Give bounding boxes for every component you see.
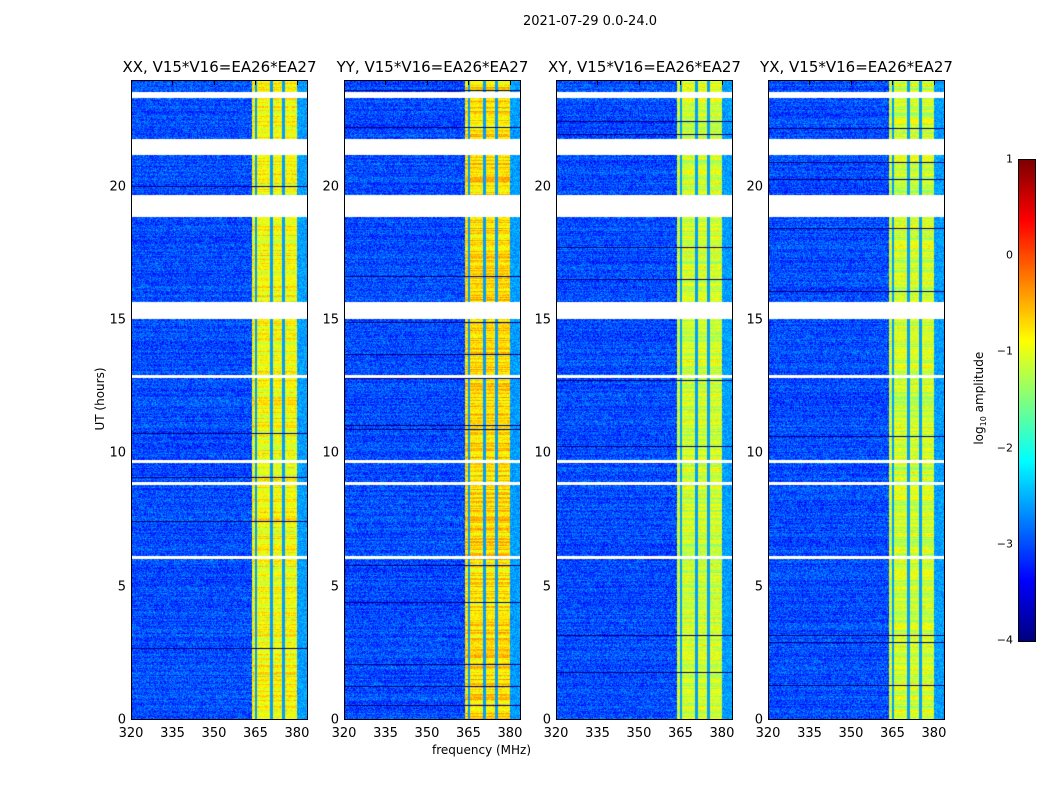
x-tick bbox=[344, 80, 345, 85]
y-tick-label: 20 bbox=[746, 179, 763, 195]
y-tick-label: 20 bbox=[534, 179, 551, 195]
panel-title: XY, V15*V16=EA26*EA27 bbox=[548, 58, 741, 76]
figure-title: 2021-07-29 0.0-24.0 bbox=[523, 14, 657, 29]
x-tick-label: 350 bbox=[626, 726, 652, 741]
heatmap-4 bbox=[768, 80, 945, 720]
colorbar-tick-label: 1 bbox=[1006, 152, 1013, 166]
x-tick-label: 320 bbox=[118, 726, 144, 741]
panel-frame bbox=[344, 80, 521, 720]
y-tick-label: 20 bbox=[322, 179, 339, 195]
x-tick bbox=[680, 80, 682, 85]
x-tick bbox=[296, 80, 298, 85]
x-tick bbox=[597, 80, 599, 85]
x-tick-label: 335 bbox=[160, 726, 185, 741]
x-tick-label: 335 bbox=[373, 726, 398, 741]
x-tick-label: 365 bbox=[243, 726, 268, 741]
spectrogram-panel-2: YY, V15*V16=EA26*EA27 320 335 350 365 380 0 5 10… bbox=[322, 58, 528, 741]
colorbar bbox=[1018, 159, 1036, 642]
panel-frame bbox=[131, 80, 308, 720]
x-tick bbox=[255, 80, 257, 85]
y-tick-label: 0 bbox=[754, 712, 763, 728]
x-tick bbox=[638, 80, 640, 85]
y-tick-label: 0 bbox=[117, 712, 126, 728]
x-tick-label: 380 bbox=[284, 726, 310, 741]
y-tick-label: 10 bbox=[746, 445, 763, 461]
x-tick-label: 320 bbox=[543, 726, 569, 741]
x-tick-label: 380 bbox=[497, 726, 523, 741]
x-tick-label: 365 bbox=[668, 726, 693, 741]
y-tick-label: 10 bbox=[322, 445, 339, 461]
x-tick bbox=[768, 80, 769, 85]
y-tick-label: 15 bbox=[746, 312, 763, 328]
panel-title: YY, V15*V16=EA26*EA27 bbox=[336, 58, 529, 76]
x-tick bbox=[385, 80, 387, 85]
heatmap-3 bbox=[556, 80, 733, 720]
y-tick-label: 10 bbox=[109, 445, 126, 461]
y-tick-label: 0 bbox=[330, 712, 339, 728]
colorbar-tick-label: −2 bbox=[996, 441, 1013, 455]
x-tick-label: 335 bbox=[797, 726, 822, 741]
panel-frame bbox=[768, 80, 945, 720]
x-tick bbox=[468, 80, 470, 85]
x-tick-label: 320 bbox=[755, 726, 781, 741]
y-tick-label: 15 bbox=[322, 312, 339, 328]
y-tick-label: 5 bbox=[754, 579, 763, 595]
colorbar-label: log10 amplitude bbox=[971, 351, 989, 445]
x-tick-label: 380 bbox=[709, 726, 735, 741]
x-tick bbox=[933, 80, 935, 85]
x-tick bbox=[556, 80, 557, 85]
x-tick-label: 380 bbox=[921, 726, 947, 741]
colorbar-tick-label: 0 bbox=[1006, 248, 1013, 262]
spectrogram-panel-1: XX, V15*V16=EA26*EA27 320 335 350 365 380 0 5 10… bbox=[109, 58, 316, 741]
x-tick-label: 335 bbox=[585, 726, 610, 741]
panel-title: XX, V15*V16=EA26*EA27 bbox=[122, 58, 317, 76]
x-tick-label: 320 bbox=[331, 726, 357, 741]
x-tick bbox=[721, 80, 723, 85]
x-tick-label: 365 bbox=[456, 726, 481, 741]
y-tick-label: 15 bbox=[109, 312, 126, 328]
heatmap-2 bbox=[344, 80, 521, 720]
y-tick-label: 5 bbox=[117, 579, 126, 595]
x-tick-label: 350 bbox=[838, 726, 864, 741]
spectrogram-panel-4: YX, V15*V16=EA26*EA27 320 335 350 365 380 0 5 10… bbox=[746, 58, 952, 741]
x-tick-label: 350 bbox=[414, 726, 440, 741]
x-tick-label: 365 bbox=[880, 726, 905, 741]
x-axis-label: frequency (MHz) bbox=[432, 743, 532, 757]
heatmap-1 bbox=[131, 80, 308, 720]
panel-frame bbox=[556, 80, 733, 720]
colorbar-tick-label: −1 bbox=[996, 344, 1013, 358]
y-tick-label: 5 bbox=[542, 579, 551, 595]
x-tick bbox=[892, 80, 894, 85]
x-tick bbox=[850, 80, 852, 85]
y-tick-label: 20 bbox=[109, 179, 126, 195]
x-tick bbox=[809, 80, 811, 85]
y-tick-label: 15 bbox=[534, 312, 551, 328]
x-tick-label: 350 bbox=[201, 726, 227, 741]
x-tick bbox=[509, 80, 511, 85]
x-tick bbox=[426, 80, 428, 85]
spectrogram-panel-3: XY, V15*V16=EA26*EA27 320 335 350 365 380 0 5 10… bbox=[534, 58, 740, 741]
y-tick-label: 10 bbox=[534, 445, 551, 461]
y-axis-label: UT (hours) bbox=[93, 367, 107, 431]
colorbar-tick-label: −4 bbox=[996, 633, 1013, 647]
y-tick-label: 5 bbox=[330, 579, 339, 595]
y-tick-label: 0 bbox=[542, 712, 551, 728]
colorbar-tick-label: −3 bbox=[996, 537, 1013, 551]
x-tick bbox=[213, 80, 215, 85]
x-tick bbox=[172, 80, 174, 85]
panel-title: YX, V15*V16=EA26*EA27 bbox=[760, 58, 953, 76]
x-tick bbox=[131, 80, 132, 85]
